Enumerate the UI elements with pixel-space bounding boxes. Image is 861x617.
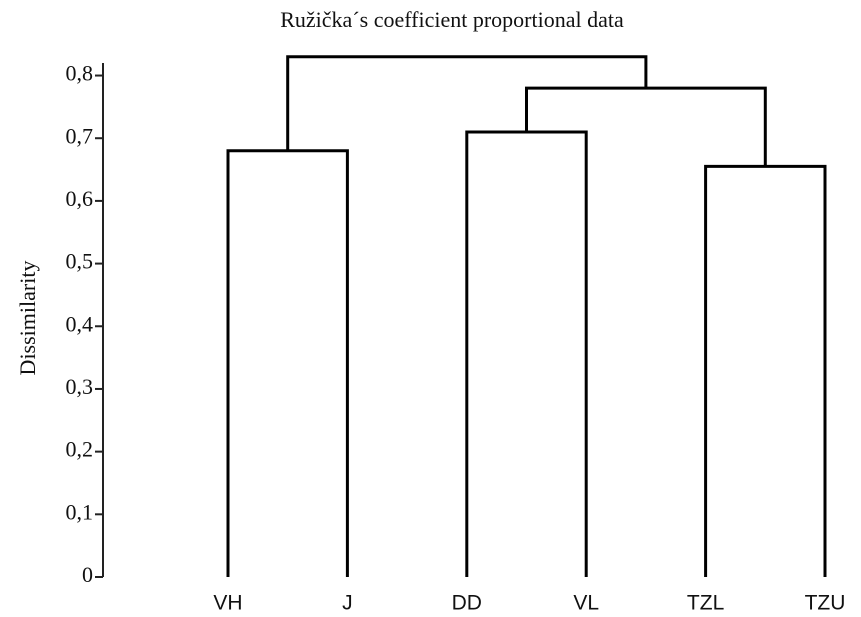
y-tick-label: 0 (82, 562, 93, 587)
dendrogram-link (286, 55, 648, 151)
y-tick-label: 0,2 (66, 437, 94, 462)
y-tick-label: 0,5 (66, 249, 94, 274)
dendrogram-link (465, 130, 588, 577)
dendrogram-link (704, 164, 827, 577)
y-tick-label: 0,1 (66, 499, 94, 524)
dendrogram-link (525, 86, 767, 167)
y-tick-label: 0,7 (66, 123, 94, 148)
y-tick-label: 0,8 (66, 61, 94, 86)
dendrogram-link (226, 149, 349, 577)
y-axis-label: Dissimilarity (15, 261, 40, 376)
y-tick-label: 0,4 (66, 311, 94, 336)
leaf-label: VL (573, 592, 599, 615)
y-tick-label: 0,6 (66, 186, 94, 211)
leaf-label: J (342, 592, 353, 615)
leaf-label: TZU (805, 592, 846, 615)
chart-title: Ružička´s coefficient proportional data (280, 7, 624, 32)
y-tick-label: 0,3 (66, 374, 94, 399)
leaf-label: DD (452, 592, 482, 615)
leaf-label: TZL (687, 592, 724, 615)
leaf-label: VH (213, 592, 242, 615)
